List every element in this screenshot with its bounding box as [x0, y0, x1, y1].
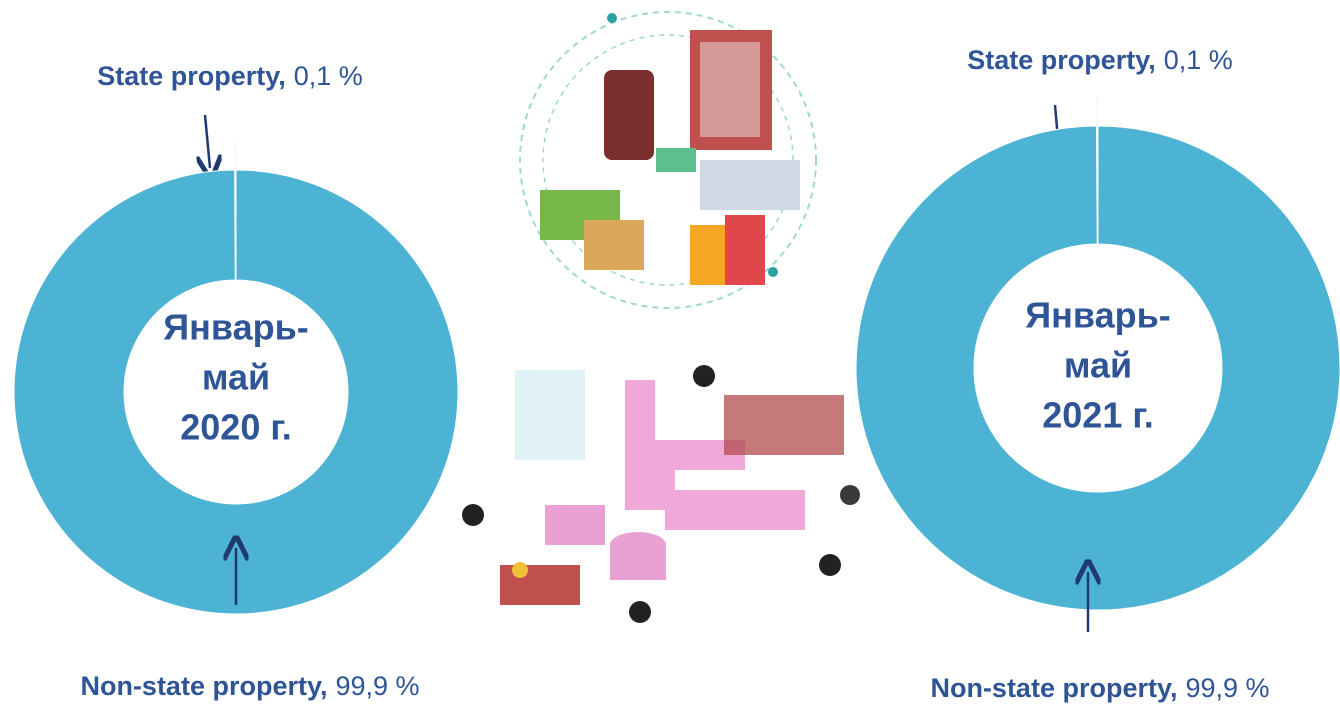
center-label: Январь- — [1025, 295, 1170, 336]
value-label: 99,9 % — [335, 671, 419, 701]
label-arrow — [205, 115, 210, 168]
page: State property, 0,1 % Non-state property, 9… — [0, 0, 1340, 706]
value-label: 99,9 % — [1185, 673, 1269, 703]
donut-chart: State property, 0,1 % Non-state property, 9… — [14, 61, 458, 701]
center-label: май — [202, 357, 270, 398]
value-label: 0,1 % — [1164, 45, 1233, 75]
donut-chart: State property, 0,1 % Non-state property, 9… — [856, 45, 1340, 703]
category-name: Non-state property, — [930, 673, 1177, 703]
category-name: State property, — [97, 61, 286, 91]
segment-label: Non-state property, 99,9 % — [80, 671, 419, 701]
segment-label: State property, 0,1 % — [967, 45, 1233, 75]
segment-label: State property, 0,1 % — [97, 61, 363, 91]
center-label: Январь- — [163, 307, 308, 348]
category-name: Non-state property, — [80, 671, 327, 701]
illustrations — [462, 12, 860, 623]
center-label: май — [1064, 345, 1132, 386]
segment-label: Non-state property, 99,9 % — [930, 673, 1269, 703]
category-name: State property, — [967, 45, 1156, 75]
value-label: 0,1 % — [294, 61, 363, 91]
center-label: 2021 г. — [1042, 395, 1153, 436]
center-label: 2020 г. — [180, 407, 291, 448]
